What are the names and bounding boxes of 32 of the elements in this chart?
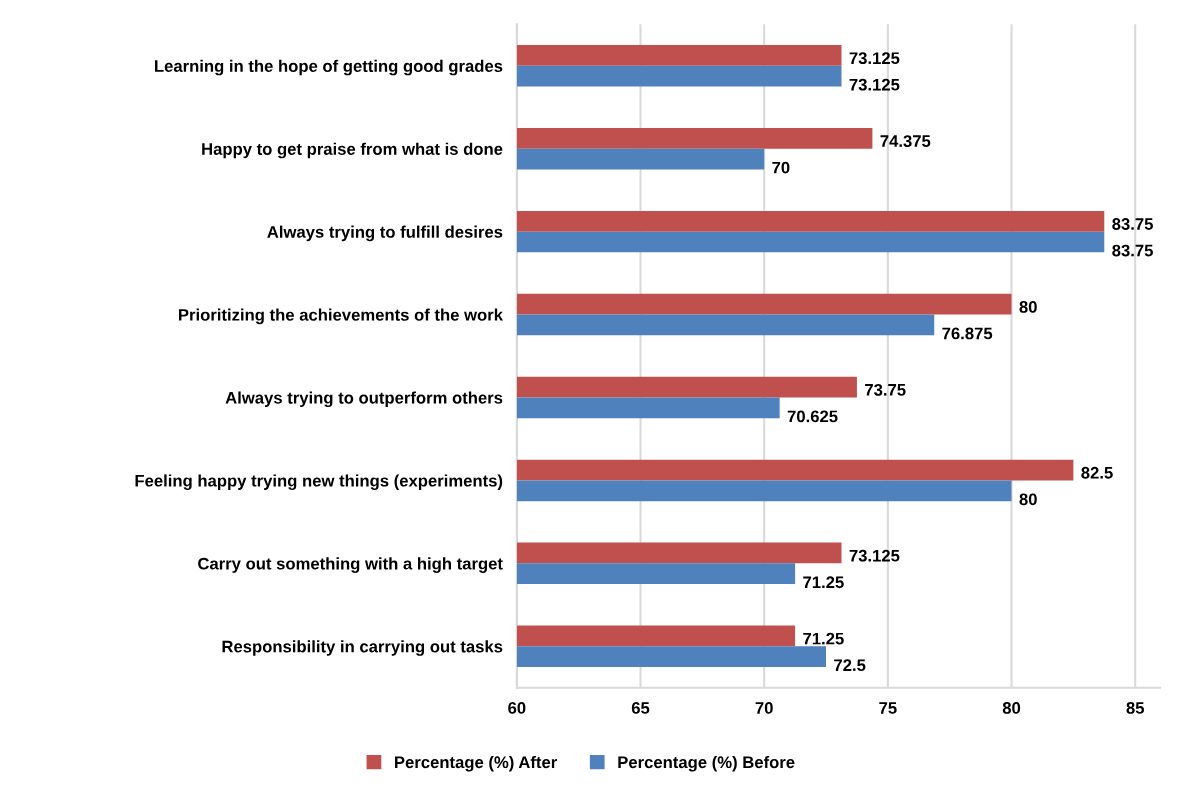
x-tick-label: 80 (1002, 702, 1021, 714)
data-label: 73.125 (849, 52, 900, 65)
data-label: 70.625 (787, 410, 838, 423)
data-label: 71.25 (803, 632, 844, 645)
data-label: 71.25 (803, 576, 844, 589)
x-tick-label: 85 (1126, 702, 1145, 714)
x-tick-label: 65 (631, 702, 650, 714)
y-tick-label: Feeling happy trying new things (experiments) (135, 474, 503, 490)
data-label: 80 (1019, 301, 1037, 313)
data-label: 70 (772, 161, 790, 174)
legend-label: Percentage (%) After (395, 755, 557, 772)
y-tick-label: Carry out something with a high target (198, 557, 503, 573)
data-label: 73.125 (849, 549, 900, 562)
y-tick-label: Responsibility in carrying out tasks (222, 640, 503, 656)
legend-label: Percentage (%) Before (618, 755, 795, 772)
data-label: 82.5 (1081, 466, 1113, 479)
data-label: 72.5 (834, 659, 866, 672)
y-tick-label: Learning in the hope of getting good grades (155, 59, 503, 76)
data-label: 80 (1019, 493, 1037, 506)
data-label: 83.75 (1112, 218, 1153, 230)
y-tick-label: Prioritizing the achievements of the work (179, 308, 503, 325)
data-label: 73.125 (849, 78, 900, 91)
y-tick-label: Happy to get praise from what is done (202, 142, 503, 159)
y-tick-label: Always trying to outperform others (225, 391, 503, 408)
x-tick-label: 60 (508, 702, 526, 714)
x-tick-label: 75 (879, 702, 897, 714)
data-label: 74.375 (880, 135, 931, 147)
y-tick-label: Always trying to fulfill desires (267, 225, 503, 242)
data-label: 73.75 (865, 383, 906, 396)
data-label: 83.75 (1112, 244, 1153, 257)
data-label: 76.875 (942, 327, 993, 340)
x-tick-label: 70 (755, 702, 773, 714)
